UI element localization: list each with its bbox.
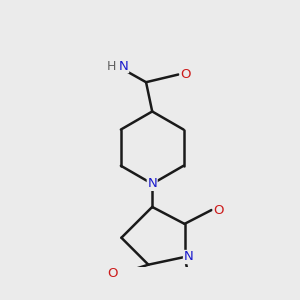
Text: N: N	[147, 177, 157, 190]
Text: N: N	[184, 250, 193, 263]
Text: O: O	[180, 68, 190, 81]
Text: H: H	[106, 59, 116, 73]
Text: N: N	[119, 59, 129, 73]
Text: O: O	[213, 203, 224, 217]
Text: O: O	[107, 267, 117, 280]
